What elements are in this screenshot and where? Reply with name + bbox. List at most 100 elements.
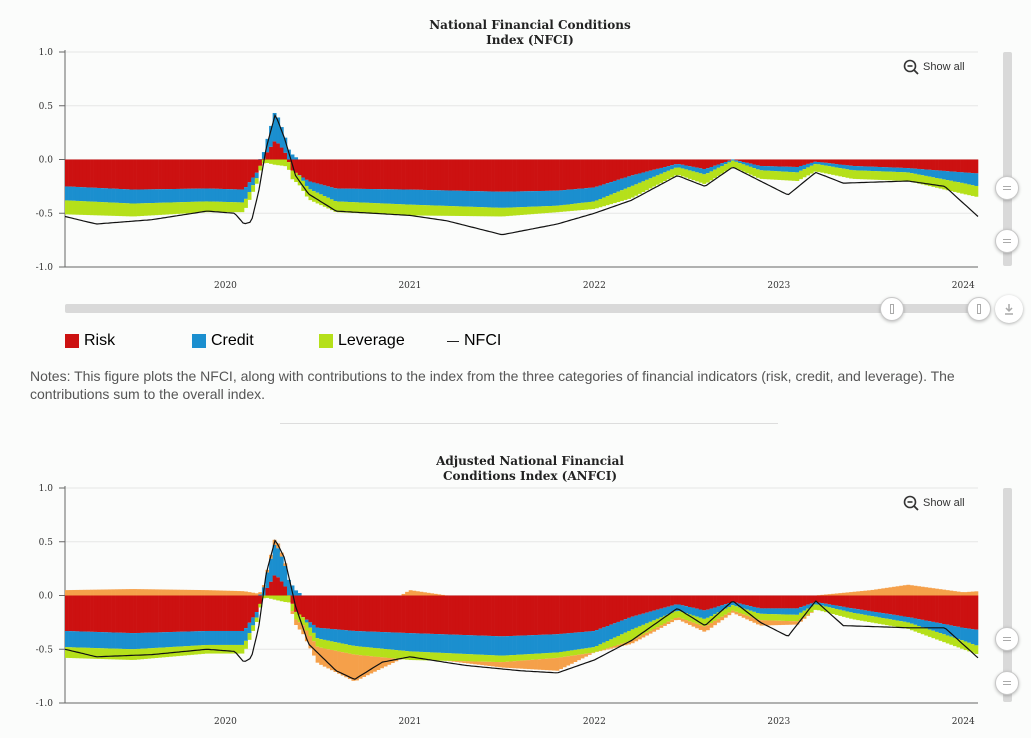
bar-leverage	[637, 182, 642, 194]
bar-credit	[670, 605, 674, 613]
bar-credit	[68, 186, 73, 201]
bar-credit	[90, 187, 94, 202]
chart2-vscroll-handle-bottom[interactable]	[995, 671, 1019, 695]
bar-credit	[397, 632, 402, 651]
bar-credit	[534, 191, 538, 207]
bar-leverage	[390, 649, 395, 659]
bar-adjustment	[745, 615, 750, 620]
bar-credit	[569, 632, 574, 651]
bar-credit	[952, 626, 957, 638]
bar-risk	[308, 595, 313, 623]
bar-credit	[827, 163, 832, 167]
bar-credit	[319, 184, 324, 195]
bar-risk	[745, 159, 750, 163]
bar-adjustment	[806, 614, 811, 616]
bar-credit	[627, 176, 631, 188]
bar-adjustment	[480, 661, 485, 666]
bar-credit	[809, 603, 814, 607]
chart1-show-all-button[interactable]: Show all	[903, 59, 965, 75]
bar-leverage	[329, 641, 334, 650]
bar-leverage	[677, 167, 682, 176]
bar-risk	[956, 595, 961, 627]
bar-risk	[763, 595, 768, 609]
legend-item-credit[interactable]: Credit	[192, 332, 254, 350]
bar-risk	[408, 159, 413, 190]
bar-leverage	[723, 608, 728, 615]
bar-leverage	[784, 614, 789, 621]
bar-credit	[609, 182, 614, 195]
bar-credit	[394, 632, 399, 651]
bar-leverage	[469, 654, 474, 662]
bar-credit	[788, 166, 793, 172]
bar-credit	[551, 190, 556, 206]
bar-credit	[487, 191, 492, 208]
bar-leverage	[512, 207, 517, 216]
bar-leverage	[251, 185, 256, 192]
bar-risk	[125, 159, 130, 190]
bar-leverage	[251, 625, 256, 631]
bar-credit	[301, 177, 306, 181]
bar-credit	[65, 631, 69, 648]
bar-credit	[226, 189, 230, 203]
chart1-horizontal-scrollbar[interactable]	[65, 304, 980, 313]
bar-risk	[551, 159, 556, 191]
bar-risk	[537, 595, 542, 635]
bar-adjustment	[376, 656, 381, 670]
chart2-show-all-button[interactable]: Show all	[903, 495, 965, 511]
bar-risk	[895, 159, 900, 168]
bar-adjustment	[483, 661, 488, 666]
bar-risk	[519, 595, 524, 636]
chart1-hscroll-handle-left[interactable]	[880, 297, 904, 321]
chart1-title: National Financial Conditions Index (NFC…	[330, 18, 730, 48]
bar-leverage	[150, 648, 155, 659]
bar-risk	[233, 595, 238, 631]
bar-leverage	[491, 207, 495, 217]
bar-credit	[684, 606, 689, 614]
bar-credit	[834, 605, 839, 609]
bar-leverage	[927, 176, 932, 187]
bar-leverage	[347, 202, 352, 213]
chart1-vscroll-handle-bottom[interactable]	[995, 229, 1019, 253]
x-tick-label: 2022	[583, 717, 606, 727]
bar-leverage	[580, 202, 585, 210]
bar-risk	[458, 159, 463, 191]
bar-credit	[716, 164, 721, 168]
legend-label-credit: Credit	[211, 332, 254, 349]
bar-risk	[147, 159, 152, 190]
bar-risk	[426, 159, 431, 191]
bar-credit	[297, 593, 302, 596]
bar-adjustment	[902, 585, 907, 596]
bar-leverage	[881, 618, 886, 625]
bar-adjustment	[466, 661, 470, 664]
chart2-vertical-scrollbar[interactable]	[1003, 488, 1012, 702]
bar-risk	[881, 159, 886, 168]
chart2-vscroll-handle-top[interactable]	[995, 627, 1019, 651]
download-button[interactable]	[995, 295, 1023, 323]
bar-leverage	[516, 207, 521, 216]
bar-leverage	[355, 646, 359, 655]
chart1-hscroll-handle-right[interactable]	[967, 297, 991, 321]
bar-risk	[938, 159, 943, 171]
bar-adjustment	[508, 661, 513, 669]
bar-credit	[487, 635, 492, 656]
bar-credit	[784, 608, 789, 615]
bar-risk	[713, 159, 717, 166]
bar-risk	[791, 159, 796, 167]
bar-risk	[304, 595, 309, 620]
bar-adjustment	[161, 589, 166, 596]
bar-adjustment	[183, 589, 188, 596]
bar-risk	[455, 159, 460, 191]
bar-credit	[347, 630, 352, 646]
bar-credit	[129, 189, 134, 204]
chart1-vscroll-handle-top[interactable]	[995, 176, 1019, 200]
bar-credit	[612, 623, 617, 638]
bar-credit	[831, 163, 836, 167]
legend-label-leverage: Leverage	[338, 332, 405, 349]
bar-leverage	[440, 652, 445, 661]
bar-leverage	[845, 169, 850, 178]
legend-item-nfci[interactable]: NFCI	[447, 332, 501, 350]
bar-risk	[179, 595, 184, 632]
legend-item-risk[interactable]: Risk	[65, 332, 115, 350]
legend-item-leverage[interactable]: Leverage	[319, 332, 405, 350]
chart1-vertical-scrollbar[interactable]	[1003, 52, 1012, 266]
